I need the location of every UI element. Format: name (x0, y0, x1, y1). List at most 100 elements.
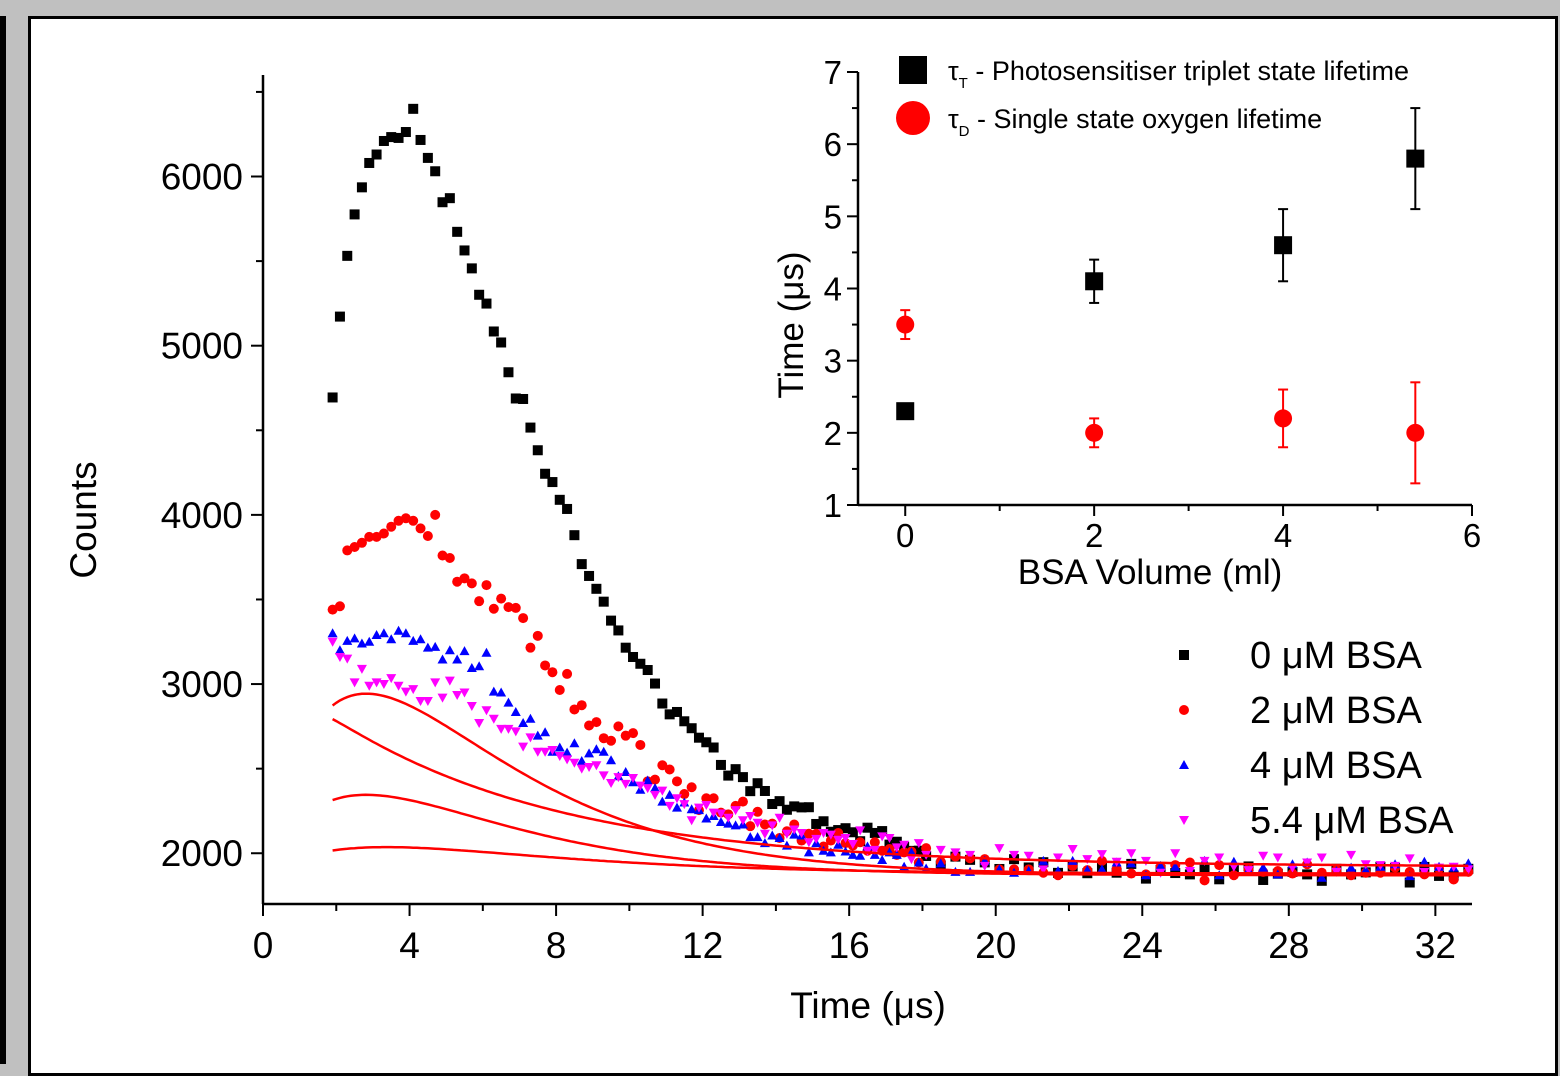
data-point (386, 521, 397, 532)
data-point (635, 781, 646, 791)
data-point (540, 747, 551, 757)
inset-legend: τT - Photosensitiser triplet state lifet… (896, 56, 1409, 140)
data-point (356, 182, 367, 193)
data-point (364, 681, 375, 691)
data-point (752, 818, 763, 828)
data-point (452, 691, 463, 701)
data-point (510, 727, 521, 737)
legend-label: 4 μM BSA (1250, 745, 1422, 787)
data-point (1053, 853, 1064, 863)
inset-data-point (896, 402, 915, 421)
data-point (591, 744, 602, 754)
inset-x-axis-label: BSA Volume (ml) (1018, 553, 1283, 592)
data-point (1258, 862, 1269, 872)
data-point (584, 762, 595, 772)
x-tick-label: 4 (399, 925, 420, 966)
data-point (613, 721, 624, 732)
inset-data-points (896, 107, 1425, 485)
data-point (950, 848, 961, 858)
inset-y-tick-label: 1 (824, 487, 842, 524)
data-point (833, 835, 844, 845)
data-point (606, 615, 617, 626)
data-point (833, 827, 844, 838)
data-point (562, 755, 573, 765)
data-point (452, 226, 463, 237)
data-point (862, 822, 873, 833)
data-point (1170, 849, 1181, 859)
data-point (840, 823, 851, 834)
data-point (855, 850, 866, 860)
data-point (437, 693, 448, 703)
data-point (591, 761, 602, 771)
data-point (650, 783, 661, 793)
data-point (606, 735, 617, 746)
inset-data-point (1274, 409, 1293, 428)
inset-x-tick-label: 2 (1085, 517, 1103, 554)
data-point (803, 838, 814, 848)
inset-legend-label: τT - Photosensitiser triplet state lifet… (948, 56, 1409, 92)
data-point (855, 826, 866, 836)
data-point (803, 802, 814, 813)
data-point (334, 652, 345, 662)
data-point (701, 737, 712, 748)
legend-marker (1179, 705, 1189, 715)
data-point (488, 326, 499, 337)
data-point (913, 845, 924, 856)
data-point (642, 665, 653, 676)
data-point (1258, 874, 1269, 885)
data-point (1419, 861, 1430, 872)
data-point (349, 209, 360, 220)
data-point (789, 825, 800, 835)
inset-y-tick-label: 6 (824, 126, 842, 163)
x-tick-label: 32 (1415, 925, 1456, 966)
data-point (657, 786, 668, 796)
data-point (635, 658, 646, 669)
data-point (715, 816, 726, 826)
data-point (503, 602, 514, 613)
data-point (628, 728, 639, 739)
data-point (1287, 863, 1298, 873)
data-point (650, 790, 661, 800)
inset-series-1 (896, 309, 1425, 485)
data-point (334, 311, 345, 322)
inset-x-tick-label: 6 (1463, 517, 1481, 554)
data-point (708, 793, 719, 804)
data-point (840, 834, 851, 844)
data-point (342, 250, 353, 261)
data-point (664, 709, 675, 720)
data-point (437, 197, 448, 208)
data-point (481, 706, 492, 716)
data-point (847, 839, 858, 849)
data-point (1316, 853, 1327, 863)
data-point (796, 828, 807, 838)
data-point (525, 713, 536, 723)
data-point (686, 723, 697, 734)
data-point (408, 515, 419, 526)
main-series-3 (327, 637, 1474, 878)
data-point (965, 850, 976, 860)
data-point (650, 774, 661, 785)
data-point (1243, 866, 1254, 876)
inset-plot: 0 2 4 6 1 2 3 4 5 6 7 BSA Volume (ml) Time (μs) τT… (772, 54, 1481, 592)
data-point (503, 724, 514, 734)
data-point (869, 845, 880, 855)
data-point (371, 149, 382, 160)
data-point (569, 738, 580, 748)
data-point (466, 662, 477, 672)
legend-label: 2 μM BSA (1250, 690, 1422, 732)
data-point (701, 793, 712, 804)
inset-y-tick-label: 4 (824, 271, 842, 308)
data-point (884, 834, 895, 844)
inset-legend-marker (896, 101, 930, 135)
data-point (547, 477, 558, 488)
data-point (547, 746, 558, 756)
data-point (474, 661, 485, 671)
data-point (349, 542, 360, 553)
data-point (781, 804, 792, 815)
data-point (1419, 856, 1430, 866)
data-point (510, 706, 521, 716)
data-point (481, 647, 492, 657)
data-point (591, 583, 602, 594)
data-point (540, 727, 551, 737)
data-point (386, 674, 397, 684)
